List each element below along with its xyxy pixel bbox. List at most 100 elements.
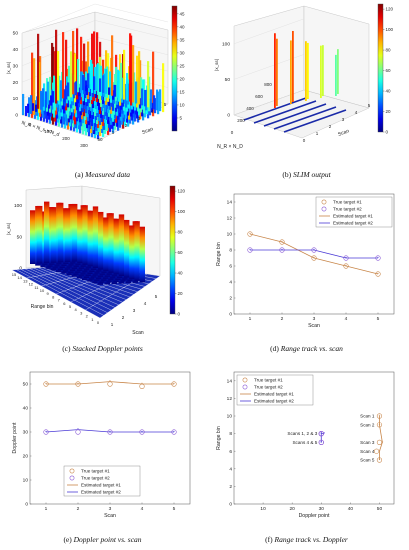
surface-bar — [99, 78, 102, 92]
y-tick-label: 50 — [23, 382, 29, 388]
caption-d: (d) Range track vs. scan — [270, 344, 343, 353]
true-target-2-marker — [139, 429, 145, 435]
estimated-target-2-point: * — [109, 430, 111, 435]
true-target-2-marker — [311, 247, 317, 253]
surface-bar — [47, 81, 50, 105]
legend-label: Estimated target #1 — [81, 483, 121, 488]
colorbar-tick-label: 60 — [178, 250, 184, 255]
z-tick-label: 30 — [13, 63, 19, 69]
scan-tick-label: 3 — [133, 308, 136, 313]
panel-slim-output: 0 50 100 |x_ss| 0 200 400 600 800 N_R × N_D 0 1 2 3 4 5… — [204, 0, 409, 182]
x-tick-label: 0 — [231, 130, 234, 135]
estimated-target-2-point: * — [281, 248, 283, 253]
surface-bar — [93, 76, 96, 90]
legend-label: Estimated target #2 — [254, 399, 294, 404]
panel-range-vs-scan: 1 2 3 4 5 0 2 4 6 8 10 12 14 Scan Range bin * * * * * * * * * * T… — [204, 184, 409, 344]
surface-bar — [74, 53, 77, 103]
true-target-1-marker — [171, 381, 177, 387]
true-target-1-marker — [376, 422, 383, 428]
estimated-target-1-point: * — [379, 414, 381, 419]
range-tick-label: 14 — [17, 275, 22, 280]
ridge-bar — [82, 205, 88, 265]
surface-bar — [153, 95, 156, 110]
ridge-bar — [108, 213, 114, 273]
y-tick-label: 2 — [229, 484, 232, 490]
range-tick-label: 3 — [80, 310, 83, 315]
chart-range-vs-doppler: 10 20 30 40 50 0 2 4 6 8 10 12 14 Doppler point Range … — [216, 371, 395, 519]
true-target-1-marker — [279, 239, 285, 245]
surface-bar — [150, 89, 153, 109]
y-tick-label: 0 — [229, 312, 232, 318]
range-tick-label: 0 — [97, 320, 100, 325]
y-tick-label: 2 — [229, 296, 232, 302]
x-tick-label: 3 — [313, 316, 316, 322]
y-tick-label: 14 — [227, 200, 233, 206]
range-tick-label: 15 — [12, 272, 17, 277]
surface-bar — [67, 82, 70, 97]
y-tick-label: 6 — [229, 449, 232, 455]
legend-label: Estimated target #1 — [333, 214, 373, 219]
estimated-target-2-point: * — [320, 431, 322, 436]
surface-bar — [92, 100, 95, 109]
scan-tick-label: 1 — [112, 130, 115, 135]
surface-bar — [141, 109, 144, 117]
colorbar — [377, 3, 384, 133]
legend-box — [63, 465, 141, 497]
estimated-target-2-point: * — [313, 248, 315, 253]
peak-bar — [292, 30, 294, 103]
estimated-target-1-point: * — [379, 458, 381, 463]
x-tick-label: 5 — [173, 506, 176, 512]
true-target-1-marker — [107, 381, 113, 387]
legend-label: True target #1 — [333, 200, 362, 205]
panel-range-vs-doppler: 10 20 30 40 50 0 2 4 6 8 10 12 14 Doppler point Range … — [204, 362, 409, 534]
colorbar-tick-label: 40 — [386, 89, 392, 94]
grid-line — [94, 20, 169, 39]
y-tick-label: 12 — [227, 216, 233, 222]
scan-tick-label: 1 — [111, 322, 114, 327]
estimated-target-1-point: * — [381, 440, 383, 445]
estimated-target-2-line — [45, 429, 174, 433]
surface-bar — [80, 71, 83, 94]
y-axis-label: Doppler point — [12, 422, 18, 453]
estimated-target-1-point: * — [313, 256, 315, 261]
surface-bar — [102, 75, 105, 93]
y-axis-label: Range bin — [216, 242, 222, 266]
surface-bar — [87, 73, 90, 89]
scan-tick-label: 2 — [122, 315, 125, 320]
estimated-target-2-point: * — [320, 440, 322, 445]
estimated-target-2-point: * — [249, 248, 251, 253]
true-target-1-marker — [373, 448, 380, 454]
range-axis-label: Range bin — [31, 304, 54, 310]
ridge-bar — [118, 214, 125, 276]
estimated-target-1-point: * — [281, 240, 283, 245]
colorbar-tick-label: 100 — [178, 209, 186, 214]
z-tick-label: 100 — [14, 203, 22, 209]
x-tick-label: 4 — [141, 506, 144, 512]
y-tick-label: 20 — [23, 454, 29, 460]
scan-tick-label: 4 — [151, 109, 154, 114]
surface-bar — [45, 91, 48, 108]
scan-annotation: Scan 5 — [360, 458, 375, 463]
surface-bar — [85, 80, 88, 92]
surface-bar — [65, 85, 68, 100]
estimated-target-1-point: * — [377, 272, 379, 277]
colorbar-tick-label: 120 — [386, 7, 394, 12]
surface-bar — [159, 89, 162, 112]
y-tick-label: 0 — [25, 502, 28, 508]
x-tick-label: 5 — [377, 316, 380, 322]
ridge-bar — [44, 201, 50, 264]
estimated-target-1-point: * — [77, 382, 79, 387]
colorbar-tick-label: 30 — [180, 50, 186, 55]
x-axis-label: Scan — [104, 513, 116, 519]
range-tick-label: 9 — [46, 291, 49, 296]
x-tick-label: 1 — [45, 506, 48, 512]
x-tick-label: 100 — [44, 129, 52, 134]
surface-bar — [30, 95, 33, 114]
colorbar-tick-label: 10 — [180, 103, 186, 108]
peak-bar — [305, 41, 307, 101]
colorbar — [169, 185, 176, 315]
legend-label: True target #1 — [81, 469, 110, 474]
surface-bar — [152, 51, 155, 117]
surface-bar — [68, 115, 71, 123]
